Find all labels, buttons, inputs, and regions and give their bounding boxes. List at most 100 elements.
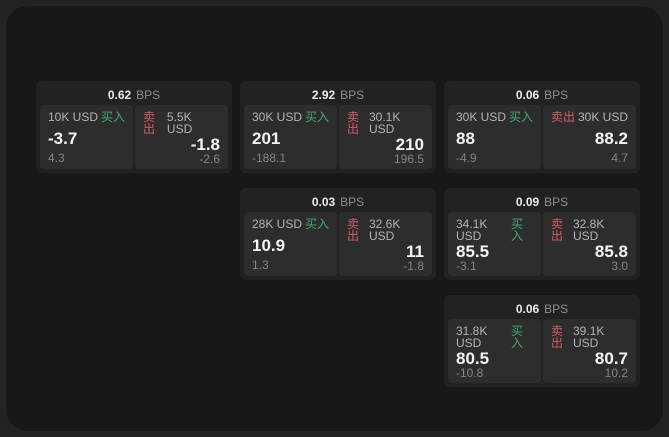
buy-notional: 30K USD [252,110,303,124]
buy-delta: 1.3 [252,258,269,272]
sell-panel[interactable]: 卖出 39.1K USD 80.7 10.2 [543,319,636,383]
buy-price: 80.5 [456,349,490,368]
spread-card: 0.62 BPS 10K USD 买入 -3.7 4.3 卖出 5.5K USD… [36,81,232,173]
spread-card: 0.09 BPS 34.1K USD 买入 85.5 -3.1 卖出 32.8K… [444,188,640,280]
sell-notional: 30.1K USD [369,110,401,136]
sell-notional: 5.5K USD [166,110,193,136]
spread-card: 2.92 BPS 30K USD 买入 201 -188.1 卖出 30.1K … [240,81,436,173]
bps-unit: BPS [136,87,161,102]
card-header: 2.92 BPS [244,84,432,105]
sell-delta: 10.2 [604,366,628,380]
sell-price: 210 [395,135,424,154]
sell-panel-top: 卖出 39.1K USD [551,325,628,349]
buy-panel[interactable]: 34.1K USD 买入 85.5 -3.1 [448,212,541,276]
buy-panel[interactable]: 10K USD 买入 -3.7 4.3 [40,105,133,169]
sell-panel-top: 卖出 5.5K USD [143,111,220,135]
bps-unit: BPS [544,194,569,209]
buy-sell-panels: 28K USD 买入 10.9 1.3 卖出 32.6K USD 11 -1.8 [244,212,432,276]
spread-grid: 0.62 BPS 10K USD 买入 -3.7 4.3 卖出 5.5K USD… [36,81,640,387]
buy-panel-top: 30K USD 买入 [252,111,329,123]
sell-panel-top: 卖出 32.8K USD [551,218,628,242]
sell-panel[interactable]: 卖出 30K USD 88.2 4.7 [543,105,636,169]
sell-side-label: 卖出 [347,217,360,243]
buy-side-label: 买入 [304,217,329,231]
buy-notional: 28K USD [252,217,303,231]
spread-card: 0.06 BPS 30K USD 买入 88 -4.9 卖出 30K USD 8… [444,81,640,173]
sell-panel-top: 卖出 32.6K USD [347,218,424,242]
card-header: 0.03 BPS [244,191,432,212]
sell-side-label: 卖出 [347,110,360,136]
sell-price: 11 [406,242,424,261]
bps-unit: BPS [340,194,365,209]
sell-panel[interactable]: 卖出 30.1K USD 210 196.5 [339,105,432,169]
buy-price: 10.9 [252,235,286,255]
buy-panel[interactable]: 30K USD 买入 201 -188.1 [244,105,337,169]
sell-notional: 39.1K USD [573,324,605,350]
bps-unit: BPS [340,87,365,102]
buy-panel-top: 34.1K USD 买入 [456,218,533,242]
sell-price: 88.2 [594,128,628,148]
sell-side-label: 卖出 [551,217,564,243]
buy-side-label: 买入 [508,110,533,124]
buy-notional: 10K USD [48,110,99,124]
sell-side-label: 卖出 [551,324,564,350]
buy-side-label: 买入 [511,324,524,350]
buy-notional: 30K USD [456,110,507,124]
buy-price: 88 [456,128,475,148]
buy-sell-panels: 10K USD 买入 -3.7 4.3 卖出 5.5K USD -1.8 -2.… [40,105,228,169]
buy-side-label: 买入 [304,110,329,124]
buy-panel[interactable]: 28K USD 买入 10.9 1.3 [244,212,337,276]
sell-price: 80.7 [594,349,628,368]
sell-side-label: 卖出 [551,110,576,124]
buy-delta: -188.1 [252,151,287,165]
buy-delta: 4.3 [48,151,65,165]
bps-value: 0.03 [311,194,336,209]
buy-side-label: 买入 [511,217,524,243]
sell-panel[interactable]: 卖出 32.6K USD 11 -1.8 [339,212,432,276]
bps-value: 0.09 [515,194,540,209]
buy-side-label: 买入 [100,110,125,124]
buy-price: -3.7 [48,128,78,148]
buy-panel-top: 28K USD 买入 [252,218,329,230]
buy-delta: -10.8 [456,366,484,380]
sell-notional: 30K USD [577,110,628,124]
buy-sell-panels: 34.1K USD 买入 85.5 -3.1 卖出 32.8K USD 85.8… [448,212,636,276]
buy-notional: 34.1K USD [456,217,488,243]
bps-unit: BPS [544,87,569,102]
bps-unit: BPS [544,301,569,316]
sell-panel[interactable]: 卖出 32.8K USD 85.8 3.0 [543,212,636,276]
buy-notional: 31.8K USD [456,324,488,350]
sell-notional: 32.8K USD [573,217,605,243]
buy-sell-panels: 31.8K USD 买入 80.5 -10.8 卖出 39.1K USD 80.… [448,319,636,383]
sell-price: -1.8 [190,135,220,154]
sell-panel-top: 卖出 30K USD [551,111,628,123]
app-window: 0.62 BPS 10K USD 买入 -3.7 4.3 卖出 5.5K USD… [5,5,664,432]
buy-delta: -3.1 [456,259,477,273]
buy-panel[interactable]: 30K USD 买入 88 -4.9 [448,105,541,169]
bps-value: 0.06 [515,301,540,316]
card-header: 0.62 BPS [40,84,228,105]
buy-panel[interactable]: 31.8K USD 买入 80.5 -10.8 [448,319,541,383]
bps-value: 0.06 [515,87,540,102]
card-header: 0.06 BPS [448,298,636,319]
sell-panel-top: 卖出 30.1K USD [347,111,424,135]
buy-price: 201 [252,128,281,148]
sell-panel[interactable]: 卖出 5.5K USD -1.8 -2.6 [135,105,228,169]
sell-delta: 3.0 [611,259,628,273]
sell-delta: -2.6 [199,152,220,166]
buy-panel-top: 10K USD 买入 [48,111,125,123]
sell-delta: -1.8 [403,259,424,273]
sell-notional: 32.6K USD [369,217,401,243]
bps-value: 2.92 [311,87,336,102]
sell-side-label: 卖出 [143,110,156,136]
card-header: 0.06 BPS [448,84,636,105]
buy-sell-panels: 30K USD 买入 88 -4.9 卖出 30K USD 88.2 4.7 [448,105,636,169]
spread-card: 0.03 BPS 28K USD 买入 10.9 1.3 卖出 32.6K US… [240,188,436,280]
buy-panel-top: 30K USD 买入 [456,111,533,123]
buy-sell-panels: 30K USD 买入 201 -188.1 卖出 30.1K USD 210 1… [244,105,432,169]
buy-price: 85.5 [456,242,490,261]
buy-panel-top: 31.8K USD 买入 [456,325,533,349]
buy-delta: -4.9 [456,151,477,165]
sell-price: 85.8 [594,242,628,261]
bps-value: 0.62 [107,87,132,102]
